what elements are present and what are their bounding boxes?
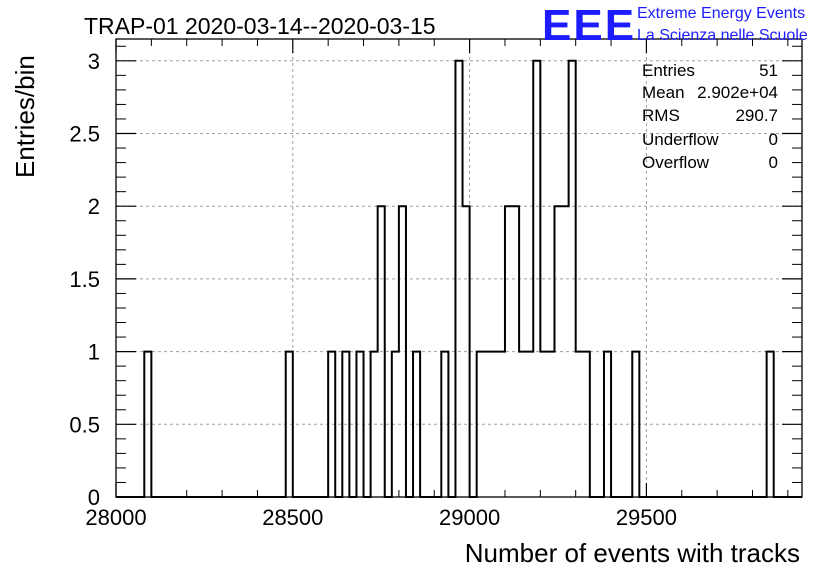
- y-tick-label: 0.5: [69, 412, 100, 437]
- stats-overflow-label: Overflow: [642, 153, 710, 172]
- y-tick-label: 1.5: [69, 267, 100, 292]
- y-tick-labels: 0 0.5 1 1.5 2 2.5 3: [69, 49, 100, 510]
- x-tick-label: 29500: [616, 505, 677, 530]
- y-tick-label: 3: [88, 49, 100, 74]
- y-tick-label: 2: [88, 194, 100, 219]
- stats-underflow-value: 0: [769, 130, 778, 149]
- stats-rms-label: RMS: [642, 106, 680, 125]
- logo-line-2: La Scienza nelle Scuole: [637, 27, 808, 44]
- chart-title: TRAP-01 2020-03-14--2020-03-15: [84, 13, 436, 39]
- eee-logo: EEE Extreme Energy Events La Scienza nel…: [542, 1, 808, 50]
- stats-mean-label: Mean: [642, 83, 685, 102]
- axis-ticks: [115, 39, 802, 498]
- stats-overflow-value: 0: [769, 153, 778, 172]
- y-axis-label: Entries/bin: [10, 55, 40, 178]
- stats-entries-value: 51: [759, 61, 778, 80]
- y-tick-label: 0: [88, 485, 100, 510]
- y-tick-label: 2.5: [69, 122, 100, 147]
- logo-line-1: Extreme Energy Events: [637, 5, 805, 22]
- x-axis-label: Number of events with tracks: [465, 538, 800, 568]
- x-tick-label: 28000: [85, 505, 146, 530]
- logo-letters: EEE: [542, 1, 636, 50]
- stats-box: Entries 51 Mean 2.902e+04 RMS 290.7 Unde…: [642, 61, 778, 172]
- stats-mean-value: 2.902e+04: [697, 83, 778, 102]
- y-tick-label: 1: [88, 340, 100, 365]
- grid-lines: [115, 39, 802, 497]
- stats-rms-value: 290.7: [735, 106, 778, 125]
- x-tick-label: 29000: [439, 505, 500, 530]
- stats-underflow-label: Underflow: [642, 130, 719, 149]
- stats-entries-label: Entries: [642, 61, 695, 80]
- x-tick-labels: 28000 28500 29000 29500: [85, 505, 677, 530]
- x-tick-label: 28500: [262, 505, 323, 530]
- plot-frame: [115, 38, 803, 498]
